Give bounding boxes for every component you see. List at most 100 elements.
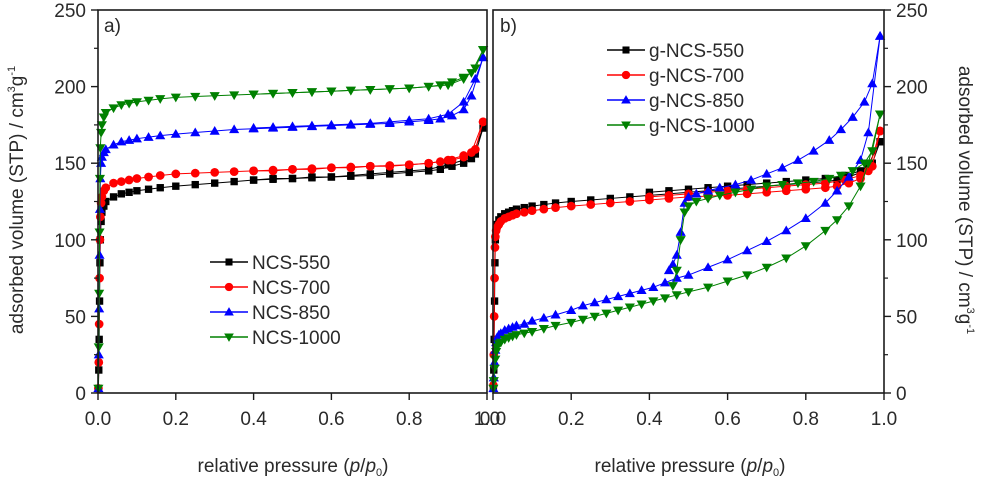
adsorption-point	[229, 124, 240, 134]
desorption-point	[470, 145, 480, 154]
adsorption-point	[108, 104, 119, 114]
panel-b: 0 50 100 150 200 250 0.0 0.2 0.4 0.6 0.8 1.0 b) ad…	[480, 1, 976, 478]
adsorption-point	[448, 162, 456, 170]
y-tick-label: 250	[896, 1, 928, 22]
adsorption-point	[144, 185, 153, 193]
x-tick-label: 0.6	[714, 409, 740, 430]
panel-a-legend: NCS-550 NCS-700 NCS-850 NCS-1000	[210, 253, 341, 349]
adsorption-point	[489, 312, 499, 321]
adsorption-point	[761, 236, 772, 246]
adsorption-point	[863, 127, 874, 137]
desorption-point	[761, 182, 772, 192]
adsorption-point	[230, 177, 238, 186]
desorption-point	[326, 119, 337, 129]
adsorption-point	[855, 182, 866, 192]
desorption-line	[253, 49, 484, 95]
desorption-point	[777, 162, 788, 172]
desorption-point	[663, 265, 675, 275]
desorption-point	[675, 236, 686, 245]
adsorption-point	[100, 108, 111, 118]
adsorption-point	[742, 271, 753, 281]
adsorption-point	[131, 133, 142, 143]
adsorption-point	[170, 93, 181, 103]
adsorption-point	[436, 165, 444, 174]
y-tick-label: 150	[896, 154, 928, 175]
ylabel-sup-m1: -1	[964, 324, 976, 334]
adsorption-point	[843, 202, 854, 212]
adsorption-point	[613, 291, 624, 301]
y-tick-label: 100	[896, 231, 928, 252]
desorption-point	[835, 124, 847, 134]
adsorption-point	[586, 200, 596, 209]
desorption-point	[404, 115, 415, 124]
adsorption-point	[144, 172, 153, 182]
desorption-point	[306, 120, 318, 130]
adsorption-point	[466, 90, 477, 100]
desorption-point	[808, 145, 819, 155]
adsorption-point	[702, 283, 714, 293]
adsorption-point	[527, 206, 537, 216]
desorption-point	[444, 161, 452, 169]
adsorption-point	[108, 139, 119, 149]
adsorption-point	[589, 297, 600, 307]
desorption-point	[269, 174, 277, 183]
desorption-point	[743, 180, 751, 189]
desorption-point	[856, 167, 865, 175]
adsorption-point	[512, 209, 521, 219]
desorption-point	[248, 90, 259, 100]
adsorption-point	[96, 152, 107, 161]
y-tick-label: 50	[896, 307, 917, 328]
adsorption-point	[155, 171, 165, 180]
panel-b-plot-area	[488, 30, 886, 394]
legend-marker-circle-icon	[621, 70, 631, 80]
xlabel-p0: p	[761, 456, 773, 477]
desorption-point	[702, 185, 714, 195]
desorption-point	[248, 122, 259, 132]
xlabel-suffix: )	[382, 456, 388, 477]
adsorption-point	[143, 132, 154, 141]
adsorption-point	[519, 207, 529, 217]
adsorption-point	[117, 190, 126, 198]
adsorption-point	[467, 154, 476, 163]
ylabel-main: adsorbed volume (STP) / cm	[7, 92, 28, 334]
desorption-point	[443, 109, 454, 118]
desorption-point	[306, 88, 318, 98]
desorption-point	[802, 176, 810, 184]
adsorption-point	[551, 203, 560, 212]
desorption-point	[821, 174, 830, 183]
desorption-point	[385, 161, 395, 171]
adsorption-point	[519, 329, 530, 339]
adsorption-point	[636, 300, 647, 310]
adsorption-point	[702, 262, 714, 272]
x-tick-label: 0.4	[636, 409, 663, 430]
adsorption-point	[589, 312, 600, 322]
panel-a-plot-area	[93, 46, 489, 394]
desorption-point	[326, 87, 337, 97]
adsorption-point	[172, 182, 180, 190]
desorption-point	[404, 160, 414, 170]
adsorption-point	[116, 177, 126, 186]
desorption-point	[268, 166, 278, 176]
legend-marker-square-icon	[225, 258, 233, 266]
legend-marker-square-icon	[622, 46, 630, 54]
desorption-point	[746, 174, 757, 184]
desorption-point	[366, 170, 374, 178]
desorption-point	[730, 179, 741, 189]
adsorption-point	[501, 210, 509, 218]
adsorption-point	[624, 288, 635, 298]
panel-a: 0 50 100 150 200 250 0.0 0.2 0.4 0.6 0.8 1.0 a) ad…	[6, 1, 500, 478]
panel-b-y-axis-title: adsorbed volume (STP) / cm3g-1	[954, 66, 976, 334]
adsorption-point	[550, 321, 561, 331]
adsorption-point	[820, 197, 831, 207]
panel-b-x-axis-title: relative pressure (p/p0)	[595, 456, 786, 478]
ylabel-g: g	[954, 314, 975, 325]
desorption-point	[691, 188, 702, 198]
adsorption-point	[156, 184, 164, 192]
series-g-NCS-700	[489, 126, 885, 390]
legend-label: g-NCS-550	[649, 41, 744, 62]
adsorption-line	[492, 114, 881, 389]
adsorption-point	[143, 96, 154, 106]
desorption-point	[365, 85, 376, 95]
adsorption-point	[133, 187, 141, 195]
series-g-NCS-1000	[488, 110, 886, 394]
